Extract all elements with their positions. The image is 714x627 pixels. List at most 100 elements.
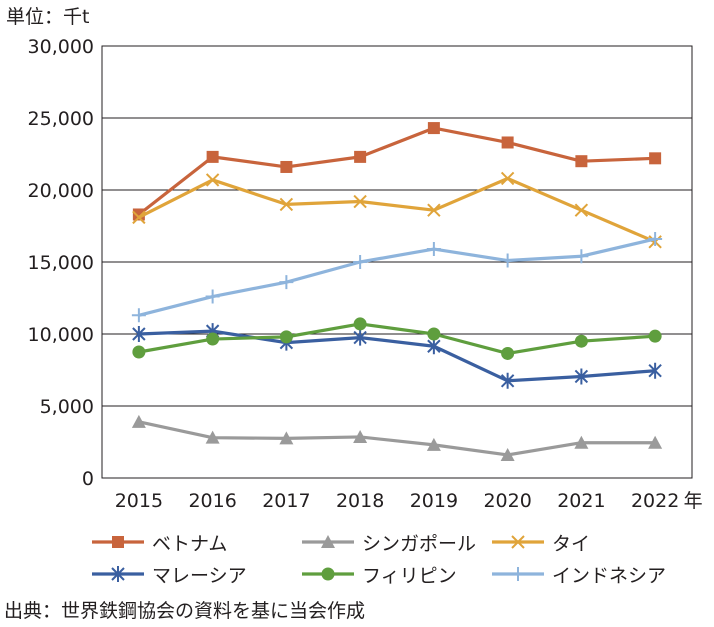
data-point (206, 150, 219, 163)
data-point (131, 308, 146, 323)
legend-swatch (302, 567, 354, 581)
series-line (138, 322, 656, 356)
data-point (132, 345, 146, 359)
data-point (500, 171, 515, 186)
data-point (353, 329, 367, 346)
legend-label: シンガポール (362, 532, 477, 555)
legend-marker (112, 536, 124, 548)
legend-marker (511, 567, 525, 581)
legend-label: ベトナム (152, 532, 228, 555)
y-tick-label: 30,000 (28, 36, 94, 58)
data-point (501, 136, 514, 149)
data-point (205, 430, 220, 444)
legend-marker (111, 566, 125, 582)
series-2 (131, 414, 663, 461)
data-point (574, 249, 589, 264)
data-point (206, 332, 220, 346)
legend-swatch (302, 535, 354, 548)
series-line (138, 329, 656, 383)
data-point (354, 150, 367, 163)
data-point (353, 194, 367, 209)
data-point (649, 152, 662, 165)
series-line (138, 237, 656, 317)
unit-label: 単位：千t (6, 6, 90, 28)
x-tick-label: 2022 (631, 490, 679, 512)
data-point (574, 203, 589, 217)
data-point (427, 327, 441, 341)
data-point (500, 253, 515, 268)
data-point (279, 275, 294, 290)
y-tick-label: 25,000 (28, 108, 94, 130)
series-line (138, 420, 656, 457)
series-line (138, 176, 656, 244)
plot-frame (101, 45, 693, 479)
series-lines (131, 122, 663, 461)
data-point (132, 210, 146, 225)
data-point (648, 231, 663, 246)
legend-swatch (492, 535, 544, 549)
series-6 (131, 231, 663, 323)
legend-label: マレーシア (152, 564, 247, 587)
legend-label: フィリピン (362, 564, 457, 587)
series-1 (132, 122, 662, 221)
legend-item: タイ (492, 528, 590, 556)
x-tick-label: 2015 (115, 490, 163, 512)
data-point (279, 330, 293, 344)
legend-item: フィリピン (302, 560, 457, 588)
data-point (353, 429, 368, 443)
data-point (574, 334, 588, 348)
data-point (574, 435, 589, 449)
legend-item: インドネシア (492, 560, 666, 588)
legend-swatch (92, 536, 144, 548)
x-tick-label: 2019 (410, 490, 458, 512)
data-point (426, 242, 441, 257)
data-point (648, 435, 663, 449)
legend-label: インドネシア (552, 564, 667, 587)
data-point (279, 431, 294, 445)
legend-item: ベトナム (92, 528, 227, 556)
data-point (131, 414, 146, 428)
data-point (205, 289, 220, 304)
series-3 (132, 171, 662, 249)
data-point (426, 437, 441, 451)
data-point (427, 338, 441, 355)
data-point (353, 317, 367, 331)
data-point (427, 122, 440, 135)
data-point (279, 197, 294, 212)
legend-label: タイ (552, 532, 591, 555)
data-point (574, 368, 589, 385)
x-tick-label: 2017 (262, 490, 310, 512)
legend-marker (321, 567, 335, 581)
legend-swatch (92, 566, 144, 582)
x-axis-suffix: 年 (684, 490, 703, 512)
series-line (137, 126, 656, 216)
y-axis: 0 5,000 10,000 15,000 20,000 25,000 30,000 (28, 36, 94, 490)
legend-swatch (492, 567, 544, 581)
y-tick-label: 10,000 (28, 324, 94, 346)
data-point (575, 155, 588, 168)
x-tick-label: 2021 (557, 490, 605, 512)
data-point (205, 173, 220, 187)
data-point (353, 255, 368, 269)
y-tick-label: 0 (82, 468, 94, 490)
data-point (427, 203, 441, 217)
data-point (500, 447, 515, 461)
legend-marker (511, 535, 525, 549)
x-axis: 2015 2016 2017 2018 2019 2020 2021 2022 年 (115, 490, 703, 512)
series-5 (132, 317, 662, 360)
source-note: 出典：世界鉄鋼協会の資料を基に当会作成 (4, 600, 366, 622)
data-point (500, 372, 515, 389)
data-point (280, 160, 293, 173)
data-point (648, 362, 662, 379)
data-point (132, 326, 146, 342)
data-point (501, 346, 515, 360)
y-tick-label: 5,000 (40, 396, 94, 418)
legend-item: マレーシア (92, 560, 247, 588)
y-tick-label: 15,000 (28, 252, 94, 274)
x-tick-label: 2020 (483, 490, 531, 512)
legend-item: シンガポール (302, 528, 476, 556)
x-tick-label: 2016 (188, 490, 236, 512)
x-tick-label: 2018 (336, 490, 384, 512)
legend-marker (321, 535, 335, 548)
line-chart: 0 5,000 10,000 15,000 20,000 25,000 30,000 201… (28, 36, 703, 512)
